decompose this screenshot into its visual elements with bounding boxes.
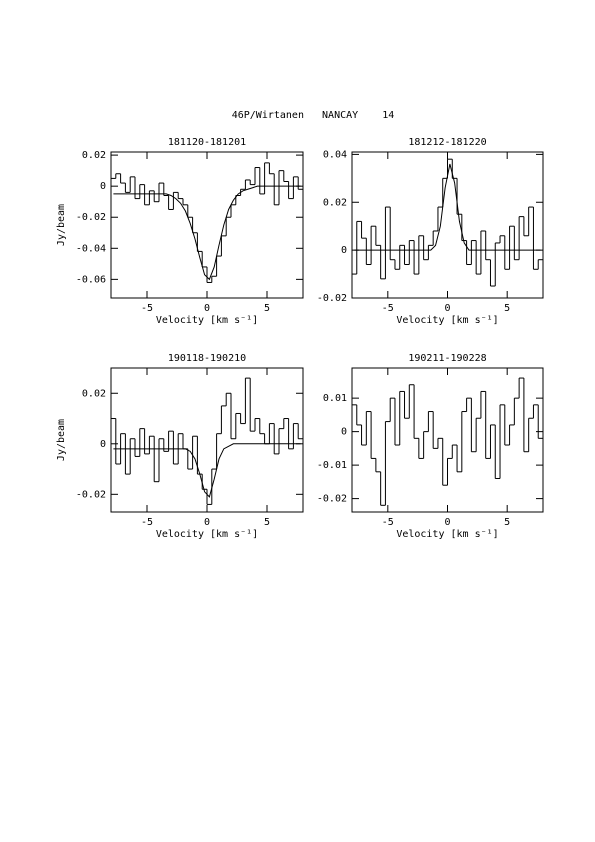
frame: [351, 367, 544, 513]
y-tick-label: -0.02: [76, 212, 106, 223]
plot-area: [352, 158, 543, 287]
y-tick-label: 0: [341, 245, 347, 256]
y-tick-label: -0.02: [76, 489, 106, 500]
y-tick-label: -0.02: [317, 494, 347, 505]
x-axis-label: Velocity [km s⁻¹]: [396, 529, 498, 540]
x-tick-label: -5: [141, 303, 153, 314]
frame: [110, 151, 304, 299]
panel-title: 181212-181220: [408, 137, 486, 148]
panel-title: 190118-190210: [168, 353, 246, 364]
y-tick-label: -0.02: [317, 293, 347, 304]
x-tick-label: -5: [382, 517, 394, 528]
x-tick-label: 0: [204, 303, 210, 314]
y-tick-label: 0.02: [82, 150, 106, 161]
x-tick-label: 5: [504, 517, 510, 528]
x-axis-label: Velocity [km s⁻¹]: [156, 529, 258, 540]
y-tick-label: 0.02: [323, 197, 347, 208]
panel-title: 181120-181201: [168, 137, 246, 148]
fit-line: [113, 443, 301, 498]
plot-area: [352, 377, 543, 506]
frame: [351, 151, 544, 299]
y-tick-label: 0: [100, 181, 106, 192]
x-tick-label: 5: [264, 303, 270, 314]
frame: [110, 367, 304, 513]
y-tick-label: -0.06: [76, 274, 106, 285]
y-tick-label: 0: [341, 427, 347, 438]
x-tick-label: 0: [444, 303, 450, 314]
x-tick-label: 0: [204, 517, 210, 528]
x-axis-label: Velocity [km s⁻¹]: [396, 315, 498, 326]
panel-title: 190211-190228: [408, 353, 486, 364]
fit-line: [113, 185, 301, 281]
x-tick-label: -5: [141, 517, 153, 528]
y-axis-label: Jy/beam: [56, 419, 67, 461]
y-tick-label: -0.01: [317, 460, 347, 471]
x-tick-label: 0: [444, 517, 450, 528]
y-tick-label: -0.04: [76, 243, 106, 254]
y-tick-label: 0.04: [323, 149, 347, 160]
x-tick-label: 5: [264, 517, 270, 528]
x-tick-label: 5: [504, 303, 510, 314]
y-tick-label: 0: [100, 439, 106, 450]
fit-line: [354, 163, 541, 251]
page-title: 46P/Wirtanen NANCAY 14: [232, 110, 395, 121]
plot-area: [111, 162, 303, 283]
x-axis-label: Velocity [km s⁻¹]: [156, 315, 258, 326]
y-axis-label: Jy/beam: [56, 204, 67, 246]
y-tick-label: 0.01: [323, 393, 347, 404]
y-tick-label: 0.02: [82, 388, 106, 399]
plot-area: [111, 377, 303, 505]
x-tick-label: -5: [382, 303, 394, 314]
